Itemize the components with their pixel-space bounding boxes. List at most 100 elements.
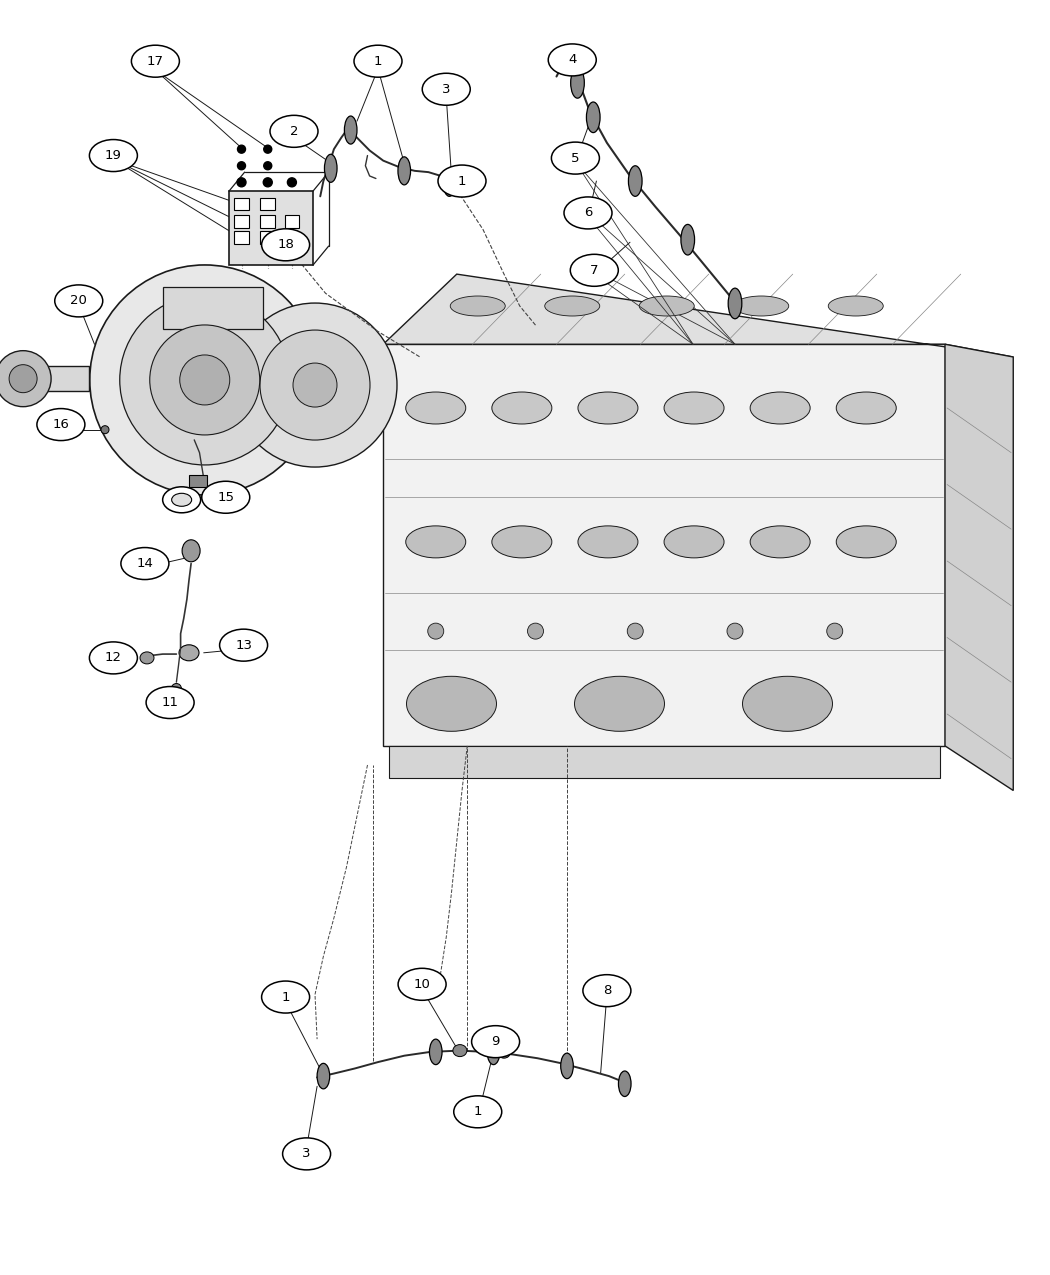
Text: 17: 17 [147, 55, 164, 68]
Ellipse shape [664, 525, 724, 558]
Bar [260, 231, 275, 244]
Ellipse shape [422, 73, 470, 106]
Text: 1: 1 [458, 175, 466, 187]
Ellipse shape [37, 408, 85, 441]
Ellipse shape [202, 481, 250, 514]
Bar [234, 215, 249, 228]
Ellipse shape [398, 157, 411, 185]
Ellipse shape [261, 228, 310, 261]
Ellipse shape [734, 296, 789, 316]
Text: 1: 1 [474, 1105, 482, 1118]
Ellipse shape [836, 391, 897, 425]
Ellipse shape [270, 115, 318, 148]
Ellipse shape [570, 254, 618, 287]
Circle shape [264, 177, 272, 187]
Ellipse shape [140, 652, 154, 664]
Ellipse shape [219, 629, 268, 662]
Text: 11: 11 [162, 696, 178, 709]
Circle shape [264, 162, 272, 170]
Circle shape [293, 363, 337, 407]
Circle shape [237, 162, 246, 170]
Text: 12: 12 [105, 652, 122, 664]
Ellipse shape [89, 139, 138, 172]
Circle shape [627, 623, 644, 639]
Ellipse shape [405, 525, 466, 558]
Ellipse shape [491, 391, 552, 425]
Circle shape [89, 265, 320, 495]
Ellipse shape [471, 1025, 520, 1058]
Text: 9: 9 [491, 1035, 500, 1048]
Circle shape [237, 177, 246, 187]
Ellipse shape [324, 154, 337, 182]
Ellipse shape [639, 296, 694, 316]
Ellipse shape [146, 686, 194, 719]
Ellipse shape [405, 391, 466, 425]
Ellipse shape [548, 43, 596, 76]
Ellipse shape [438, 164, 486, 198]
Text: 18: 18 [277, 238, 294, 251]
Bar [234, 198, 249, 210]
Bar [234, 231, 249, 244]
Ellipse shape [571, 68, 584, 98]
Text: 8: 8 [603, 984, 611, 997]
Ellipse shape [545, 296, 600, 316]
Ellipse shape [498, 1048, 510, 1058]
Circle shape [237, 145, 246, 153]
Ellipse shape [664, 391, 724, 425]
Text: 2: 2 [290, 125, 298, 138]
Text: 3: 3 [302, 1148, 311, 1160]
Circle shape [171, 683, 182, 694]
Polygon shape [945, 344, 1013, 790]
Ellipse shape [564, 196, 612, 230]
Text: 4: 4 [568, 54, 576, 66]
Ellipse shape [282, 1137, 331, 1170]
Ellipse shape [561, 1053, 573, 1079]
Ellipse shape [344, 116, 357, 144]
Ellipse shape [729, 288, 741, 319]
Ellipse shape [406, 676, 497, 732]
Text: 6: 6 [584, 207, 592, 219]
Text: 15: 15 [217, 491, 234, 504]
Ellipse shape [171, 493, 192, 506]
Ellipse shape [487, 1039, 500, 1065]
Circle shape [0, 351, 51, 407]
Ellipse shape [618, 1071, 631, 1096]
Ellipse shape [586, 102, 601, 133]
Bar [260, 215, 275, 228]
Circle shape [9, 365, 37, 393]
Text: 19: 19 [105, 149, 122, 162]
Ellipse shape [628, 166, 643, 196]
Ellipse shape [131, 45, 180, 78]
Ellipse shape [450, 296, 505, 316]
Ellipse shape [574, 676, 665, 732]
Ellipse shape [578, 391, 638, 425]
Text: 10: 10 [414, 978, 430, 991]
Polygon shape [388, 746, 940, 778]
Ellipse shape [551, 142, 600, 175]
Bar [229, 191, 313, 265]
Circle shape [288, 177, 296, 187]
Text: 7: 7 [590, 264, 598, 277]
Ellipse shape [443, 168, 456, 196]
Circle shape [427, 623, 444, 639]
Circle shape [120, 295, 290, 465]
Ellipse shape [398, 968, 446, 1001]
Ellipse shape [453, 1044, 467, 1057]
Ellipse shape [583, 974, 631, 1007]
Ellipse shape [491, 525, 552, 558]
Circle shape [527, 623, 544, 639]
Ellipse shape [89, 641, 138, 674]
Circle shape [264, 145, 272, 153]
Ellipse shape [454, 1095, 502, 1128]
Bar [260, 198, 275, 210]
Polygon shape [194, 354, 331, 408]
Ellipse shape [354, 45, 402, 78]
Circle shape [826, 623, 843, 639]
Ellipse shape [163, 487, 201, 513]
Circle shape [180, 354, 230, 405]
Ellipse shape [121, 547, 169, 580]
Polygon shape [383, 274, 1013, 357]
Text: 1: 1 [374, 55, 382, 68]
Bar [285, 215, 299, 228]
Text: 14: 14 [136, 557, 153, 570]
